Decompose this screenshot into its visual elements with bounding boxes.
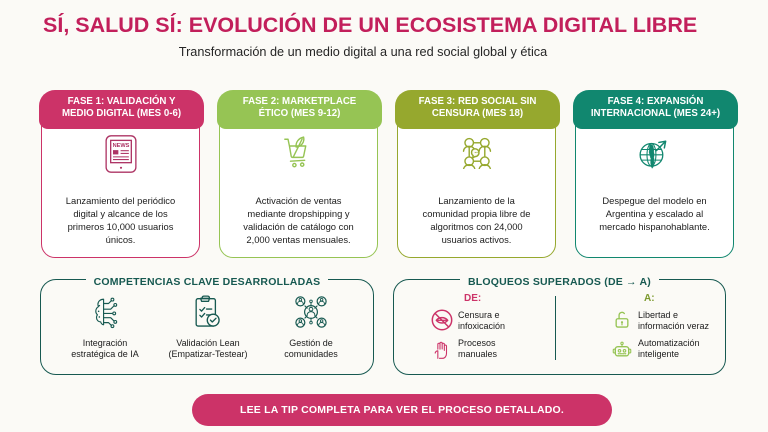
svg-text:NEWS: NEWS xyxy=(112,143,129,149)
